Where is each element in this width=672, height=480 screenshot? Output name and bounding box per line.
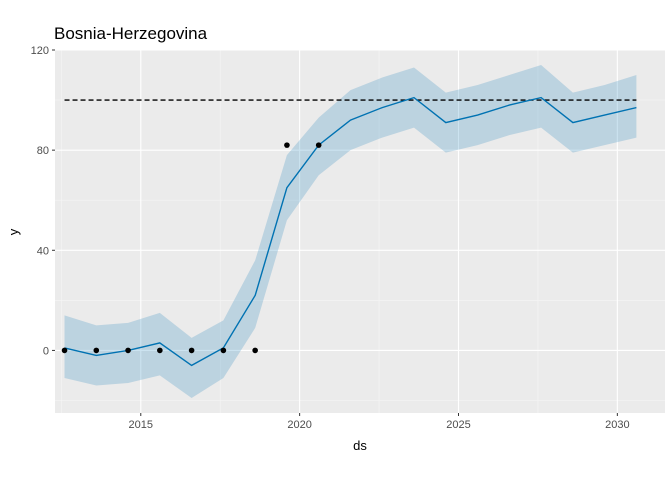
chart-title: Bosnia-Herzegovina: [54, 24, 208, 43]
observed-point: [125, 347, 131, 354]
observed-point: [157, 347, 163, 354]
observed-point: [61, 347, 68, 354]
observed-points-layer: [61, 142, 322, 354]
uncertainty-band: [64, 65, 637, 398]
y-tick-label: 120: [31, 45, 49, 57]
uncertainty-band-layer: [64, 65, 637, 398]
x-tick-label: 2025: [446, 419, 470, 431]
y-tick-label: 40: [37, 245, 49, 257]
y-axis-title: y: [6, 228, 21, 235]
observed-point: [315, 142, 322, 148]
x-tick-label: 2015: [129, 419, 153, 431]
grid-lines: [55, 49, 665, 413]
x-axis: 2015 2020 2025 2030: [129, 413, 630, 431]
y-axis: 0 40 80 120: [31, 45, 55, 357]
y-tick-label: 80: [37, 145, 49, 157]
x-axis-title: ds: [353, 438, 367, 453]
observed-point: [220, 347, 227, 354]
x-tick-label: 2030: [605, 419, 629, 431]
observed-point: [93, 347, 100, 354]
forecast-line: [64, 96, 637, 367]
observed-point: [252, 347, 258, 354]
y-tick-label: 0: [43, 345, 49, 357]
observed-point: [188, 347, 195, 354]
observed-point: [284, 142, 290, 148]
forecast-line-layer: [64, 96, 637, 367]
plot-panel: [55, 50, 665, 413]
x-tick-label: 2020: [287, 419, 311, 431]
